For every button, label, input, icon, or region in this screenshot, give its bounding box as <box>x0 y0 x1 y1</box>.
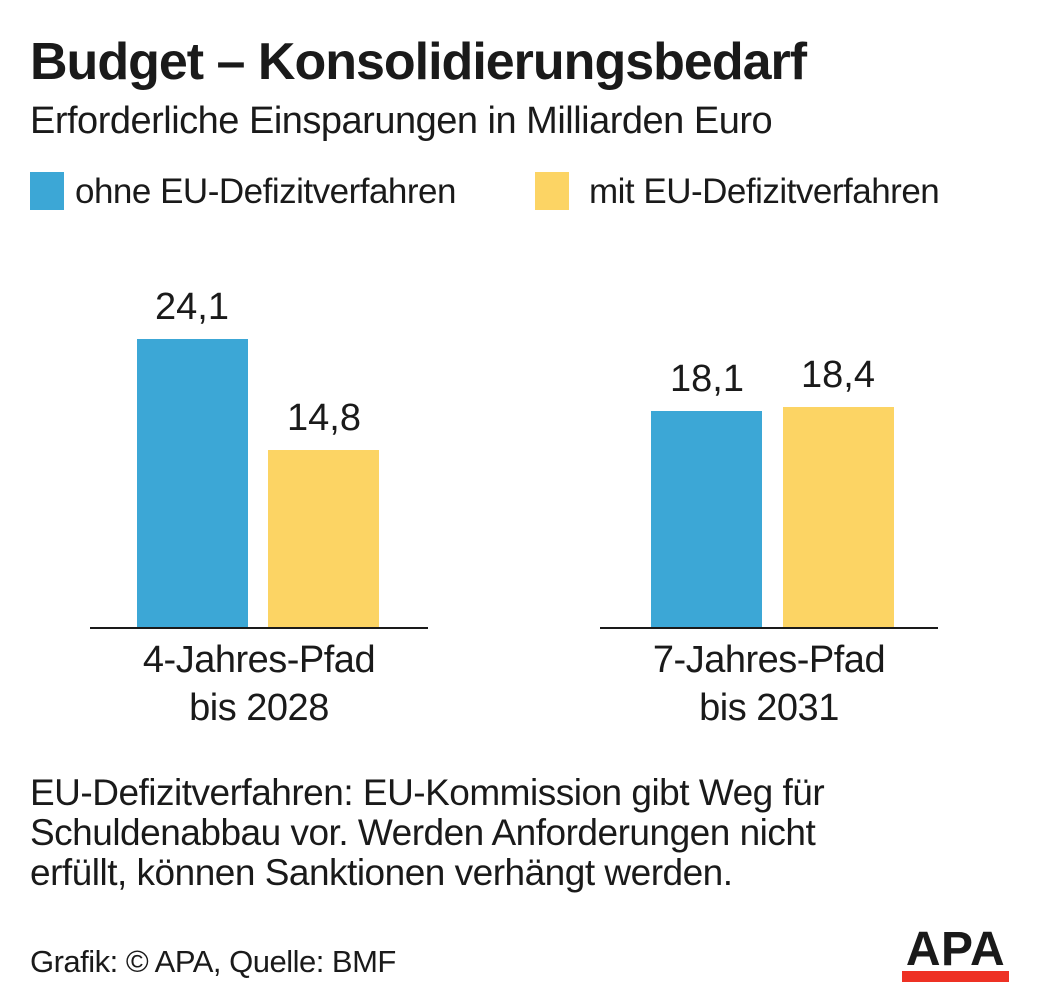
value-label-yellow-7-jahres: 18,4 <box>801 354 875 397</box>
apa-logo-red-bar <box>902 971 1009 982</box>
value-label-yellow-4-jahres: 14,8 <box>287 397 361 440</box>
bar-blue-7-jahres <box>651 410 762 628</box>
page-subtitle: Erforderliche Einsparungen in Milliarden… <box>30 100 773 142</box>
bar-yellow-7-jahres <box>783 407 894 628</box>
page-title: Budget – Konsolidierungsbedarf <box>30 33 807 91</box>
credit-line: Grafik: © APA, Quelle: BMF <box>30 944 396 979</box>
value-label-blue-4-jahres: 24,1 <box>155 285 229 328</box>
footnote-line-1: EU-Defizitverfahren: EU-Kommission gibt … <box>30 772 825 813</box>
category-line2: bis 2028 <box>189 687 329 729</box>
footnote: EU-Defizitverfahren: EU-Kommission gibt … <box>30 772 825 893</box>
category-label-4-jahres: 4-Jahres-Pfad bis 2028 <box>89 636 429 732</box>
category-line1: 7-Jahres-Pfad <box>652 639 886 681</box>
legend-swatch-blue <box>30 172 64 210</box>
category-line1: 4-Jahres-Pfad <box>142 639 376 681</box>
axis-baseline-right <box>600 627 938 629</box>
legend-swatch-yellow <box>535 172 569 210</box>
legend-label-ohne: ohne EU-Defizitverfahren <box>75 172 456 211</box>
footnote-line-3: erfüllt, können Sanktionen verhängt werd… <box>30 852 733 893</box>
bar-blue-4-jahres <box>137 338 248 628</box>
legend-label-mit: mit EU-Defizitverfahren <box>589 172 940 211</box>
apa-logo: APA <box>902 923 1009 982</box>
apa-logo-text: APA <box>905 923 1006 976</box>
value-label-blue-7-jahres: 18,1 <box>670 357 744 400</box>
bar-yellow-4-jahres <box>268 450 379 628</box>
footnote-line-2: Schuldenabbau vor. Werden Anforderungen … <box>30 812 816 853</box>
category-line2: bis 2031 <box>699 687 839 729</box>
axis-baseline-left <box>90 627 428 629</box>
category-label-7-jahres: 7-Jahres-Pfad bis 2031 <box>599 636 939 732</box>
